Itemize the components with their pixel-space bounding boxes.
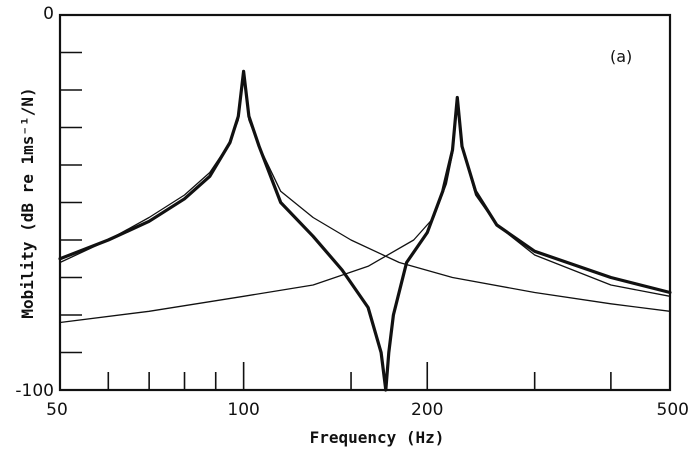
x-tick-label: 100 <box>227 400 259 420</box>
x-axis-title: Frequency (Hz) <box>310 428 445 447</box>
plot-border <box>58 13 672 392</box>
y-tick-label: -100 <box>15 381 54 401</box>
x-tick-label: 200 <box>411 400 443 420</box>
y-tick-label: 0 <box>43 4 54 24</box>
series-line-mode-2 <box>59 96 671 324</box>
y-axis-ticks: 0 -100 <box>15 4 82 401</box>
y-axis-title: Mobility (dB re 1ms⁻¹/N) <box>18 87 37 318</box>
series-layer <box>58 69 672 392</box>
plot-frame <box>58 13 672 392</box>
series-line-combined <box>58 69 672 392</box>
series-line-mode-1 <box>59 74 671 312</box>
x-tick-label: 500 <box>657 400 689 420</box>
x-tick-label: 50 <box>46 400 68 420</box>
panel-label: (a) <box>610 47 632 66</box>
x-axis-ticks: 50 100 200 500 <box>46 362 689 420</box>
